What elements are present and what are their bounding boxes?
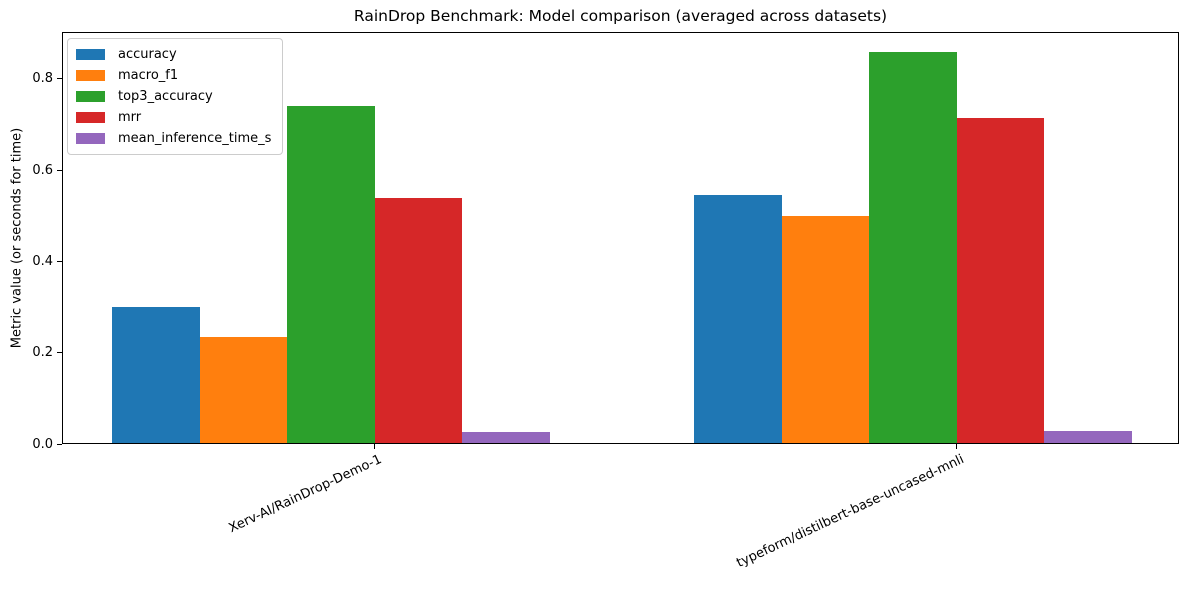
legend-swatch-top3_accuracy bbox=[76, 91, 105, 102]
bar-mrr-cat0 bbox=[374, 197, 463, 444]
legend-item: macro_f1 bbox=[76, 65, 271, 86]
legend-swatch-mrr bbox=[76, 112, 105, 123]
x-tick-mark bbox=[956, 444, 958, 449]
legend-item: top3_accuracy bbox=[76, 86, 271, 107]
x-tick-label: Xerv-AI/RainDrop-Demo-1 bbox=[226, 452, 385, 537]
y-tick-label: 0.8 bbox=[32, 71, 53, 87]
y-tick-mark bbox=[57, 443, 62, 445]
x-tick-label: typeform/distilbert-base-uncased-mnli bbox=[733, 452, 967, 571]
y-tick-label: 0.4 bbox=[32, 253, 53, 269]
y-tick-mark bbox=[57, 169, 62, 171]
legend-item: mrr bbox=[76, 107, 271, 128]
bar-accuracy-cat1 bbox=[694, 195, 782, 444]
chart-title: RainDrop Benchmark: Model comparison (av… bbox=[353, 7, 888, 25]
bar-mrr-cat1 bbox=[956, 117, 1045, 444]
legend-swatch-mean_inference_time_s bbox=[76, 133, 105, 144]
legend-swatch-macro_f1 bbox=[76, 70, 105, 81]
bar-macro_f1-cat1 bbox=[781, 215, 870, 444]
y-tick-mark bbox=[57, 352, 62, 354]
legend-item: accuracy bbox=[76, 44, 271, 65]
y-tick-label: 0.0 bbox=[32, 436, 53, 452]
y-tick-label: 0.6 bbox=[32, 162, 53, 178]
bar-mean_inference_time_s-cat1 bbox=[1044, 431, 1132, 444]
legend-label: accuracy bbox=[118, 47, 177, 62]
legend-label: mean_inference_time_s bbox=[118, 131, 272, 146]
legend-label: top3_accuracy bbox=[118, 89, 213, 104]
legend-label: macro_f1 bbox=[118, 68, 179, 83]
y-tick-mark bbox=[57, 260, 62, 262]
bar-top3_accuracy-cat1 bbox=[869, 51, 957, 444]
x-tick-mark bbox=[374, 444, 376, 449]
bar-mean_inference_time_s-cat0 bbox=[462, 432, 550, 444]
y-tick-label: 0.2 bbox=[32, 345, 53, 361]
legend-swatch-accuracy bbox=[76, 49, 105, 60]
bar-top3_accuracy-cat0 bbox=[287, 106, 375, 444]
plot-area bbox=[62, 32, 1179, 444]
legend-item: mean_inference_time_s bbox=[76, 128, 271, 149]
bar-macro_f1-cat0 bbox=[199, 336, 288, 444]
y-tick-mark bbox=[57, 78, 62, 80]
bar-accuracy-cat0 bbox=[112, 307, 200, 444]
legend-label: mrr bbox=[118, 110, 142, 125]
